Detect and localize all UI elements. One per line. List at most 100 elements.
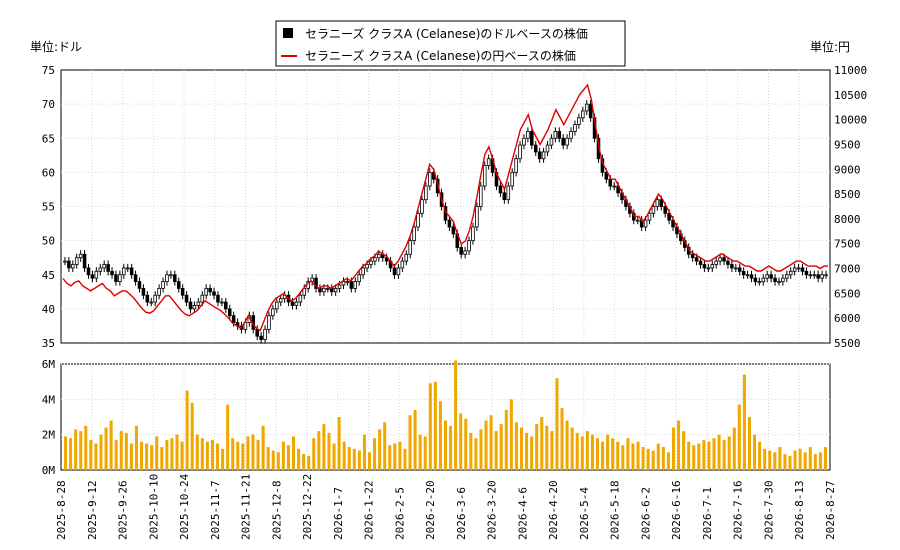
usd-candle [761,277,766,282]
volume-bar [808,447,812,470]
x-tick-label: 2026-2-5 [393,487,406,540]
x-tick-label: 2025-9-12 [86,480,99,540]
volume-bar [499,424,503,470]
usd-candle [745,274,750,277]
volume-bar [195,434,199,470]
x-tick-label: 2026-4-20 [547,480,560,540]
right-axis-ticks: 5500 6000 6500 7000 7500 8000 8500 9000 9500 1000… [834,64,867,350]
usd-candle [369,260,373,265]
volume-bar [803,452,807,470]
x-tick-label: 2026-7-30 [762,480,775,540]
usd-candle [349,281,354,289]
x-tick-label: 2025-12-22 [301,474,314,540]
volume-bar [342,441,346,470]
usd-candle [74,257,79,265]
usd-candle [545,144,550,153]
volume-bar [459,413,463,470]
volume-bar [347,447,351,470]
x-tick-label: 2026-6-2 [639,487,652,540]
volume-bar [489,415,493,470]
usd-candle [357,274,361,282]
volume-bar [631,443,635,470]
volume-bar [565,420,569,470]
volume-bar [241,443,245,470]
usd-candle [212,291,216,296]
volume-bar [332,443,336,470]
x-tick-label: 2026-7-1 [701,487,714,540]
volume-bar [773,452,777,470]
volume-bar [530,436,534,470]
usd-candle [804,270,809,276]
usd-candle [690,253,695,259]
usd-candle [522,137,526,146]
usd-candle [169,274,173,277]
usd-candle [792,267,797,272]
volume-bar [727,436,731,470]
legend-usd-swatch [283,28,293,38]
usd-candle [706,267,711,270]
usd-candle [133,274,138,282]
volume-tick-label: 0M [42,464,56,477]
volume-tick-label: 2M [42,429,56,442]
usd-candle [196,301,201,306]
left-tick-label: 70 [42,98,55,111]
volume-bar [160,447,164,470]
usd-candle [255,328,259,337]
usd-candle [377,253,381,259]
volume-bar [266,447,270,470]
volume-bar [641,447,645,470]
usd-candle [698,260,703,265]
volume-bar [677,420,681,470]
legend: セラニーズ クラスA (Celanese)のドルベースの株価 セラニーズ クラス… [275,20,626,67]
volume-bar [545,425,549,470]
volume-bar [408,415,412,470]
x-tick-label: 2026-8-13 [793,480,806,540]
volume-bar [443,420,448,470]
usd-candle [361,267,365,276]
usd-candle [384,257,389,262]
right-tick-label: 9500 [834,138,861,151]
usd-candle [420,199,424,214]
usd-candle [643,219,648,228]
usd-candle [800,267,805,272]
usd-candle [176,281,181,289]
usd-candle [337,284,342,289]
usd-candle [510,171,514,187]
usd-candle [345,281,350,283]
volume-bar [261,425,265,470]
volume-bar [535,424,539,470]
volume-bar [165,439,169,470]
usd-candle [479,185,483,207]
volume-bar [717,434,721,470]
left-tick-label: 60 [42,166,55,179]
volume-bar [94,443,98,470]
volume-bar [74,429,78,470]
usd-candle [584,103,589,112]
volume-bar [712,438,716,470]
usd-candle [737,267,742,272]
volume-bar [722,439,726,470]
volume-bar [611,438,615,470]
volume-bar [185,390,189,470]
volume-bar [180,441,184,470]
volume-bar [621,445,625,470]
usd-candle [275,301,279,310]
usd-candle [612,185,616,188]
x-tick-label: 2026-7-16 [732,480,745,540]
volume-bar [383,422,387,470]
price-panel: 35 40 45 50 55 60 65 70 75 5500 6000 6500 7000 7500 8… [42,64,867,350]
usd-candle [530,131,534,146]
left-tick-label: 40 [42,303,55,316]
volume-bar [291,436,296,470]
volume-bar [783,454,787,470]
usd-candle [102,264,106,269]
legend-jpy-label: セラニーズ クラスA (Celanese)の円ベースの株価 [305,48,576,63]
usd-candle [137,281,142,289]
usd-candle [424,185,428,201]
usd-candle [263,328,267,340]
volume-bar [616,441,620,470]
volume-bar [747,417,751,470]
volume-bar [788,455,792,470]
usd-candle [267,315,271,330]
